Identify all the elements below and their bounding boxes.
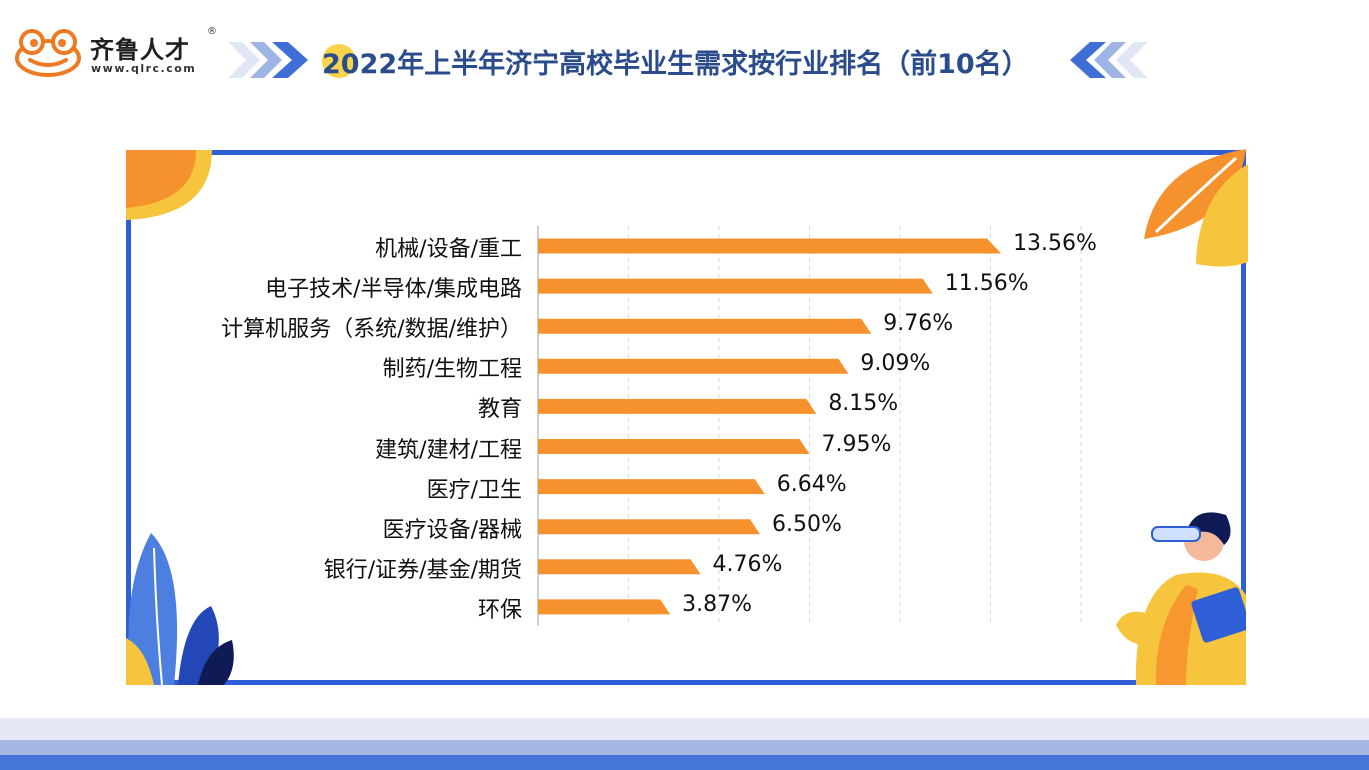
leaf-icon: [1144, 149, 1248, 267]
value-label: 13.56%: [1013, 231, 1097, 256]
category-label: 机械/设备/重工: [375, 237, 522, 262]
value-label: 9.09%: [860, 351, 931, 377]
category-label: 制药/生物工程: [382, 357, 522, 383]
category-label: 医疗设备/器械: [382, 517, 522, 543]
frog-logo-icon: [15, 29, 81, 77]
value-label: 7.95%: [821, 431, 892, 457]
value-label: 6.50%: [771, 511, 842, 537]
value-label: 11.56%: [944, 271, 1029, 297]
bar: [538, 358, 849, 374]
title-accent-dot: [322, 44, 356, 78]
chevron-left-icon: [1070, 42, 1148, 78]
footer-stripe-mid: [0, 740, 1369, 755]
category-label: 建筑/建材/工程: [375, 437, 522, 463]
chevron-right-icon: [228, 42, 308, 78]
value-label: 9.76%: [883, 311, 954, 337]
footer-stripe-light: [0, 718, 1369, 740]
bar: [538, 559, 701, 575]
bar: [538, 599, 671, 615]
value-label: 4.76%: [712, 551, 783, 577]
category-label: 计算机服务（系统/数据/维护）: [221, 317, 522, 343]
brand-name: 齐鲁人才: [90, 36, 190, 64]
footer-stripe-dark: [0, 755, 1369, 770]
industry-bar-chart: [537, 226, 1082, 626]
value-label: 6.64%: [776, 471, 847, 497]
category-label: 银行/证券/基金/期货: [323, 557, 522, 583]
category-label: 教育: [477, 397, 522, 423]
category-label: 环保: [477, 597, 522, 623]
bar: [538, 439, 810, 454]
brand-url: www.qlrc.com: [91, 62, 197, 75]
bar: [538, 318, 872, 334]
chart-frame: [126, 149, 1248, 685]
bar: [538, 519, 760, 535]
registered-mark: ®: [207, 26, 217, 37]
value-label: 3.87%: [682, 591, 753, 617]
sun-icon: [126, 150, 212, 220]
bar: [538, 278, 933, 294]
bar: [538, 238, 1002, 254]
plant-icon: [126, 533, 234, 685]
category-label: 电子技术/半导体/集成电路: [265, 277, 522, 303]
brand-logo[interactable]: 齐鲁人才 ® www.qlrc.com: [14, 26, 224, 82]
value-label: 8.15%: [828, 391, 899, 417]
bar: [538, 398, 817, 414]
category-label: 医疗/卫生: [426, 477, 522, 503]
page-title: 2022年上半年济宁高校毕业生需求按行业排名（前10名）: [322, 49, 1029, 80]
bar: [538, 479, 765, 495]
person-with-binoculars-icon: [1116, 512, 1246, 685]
